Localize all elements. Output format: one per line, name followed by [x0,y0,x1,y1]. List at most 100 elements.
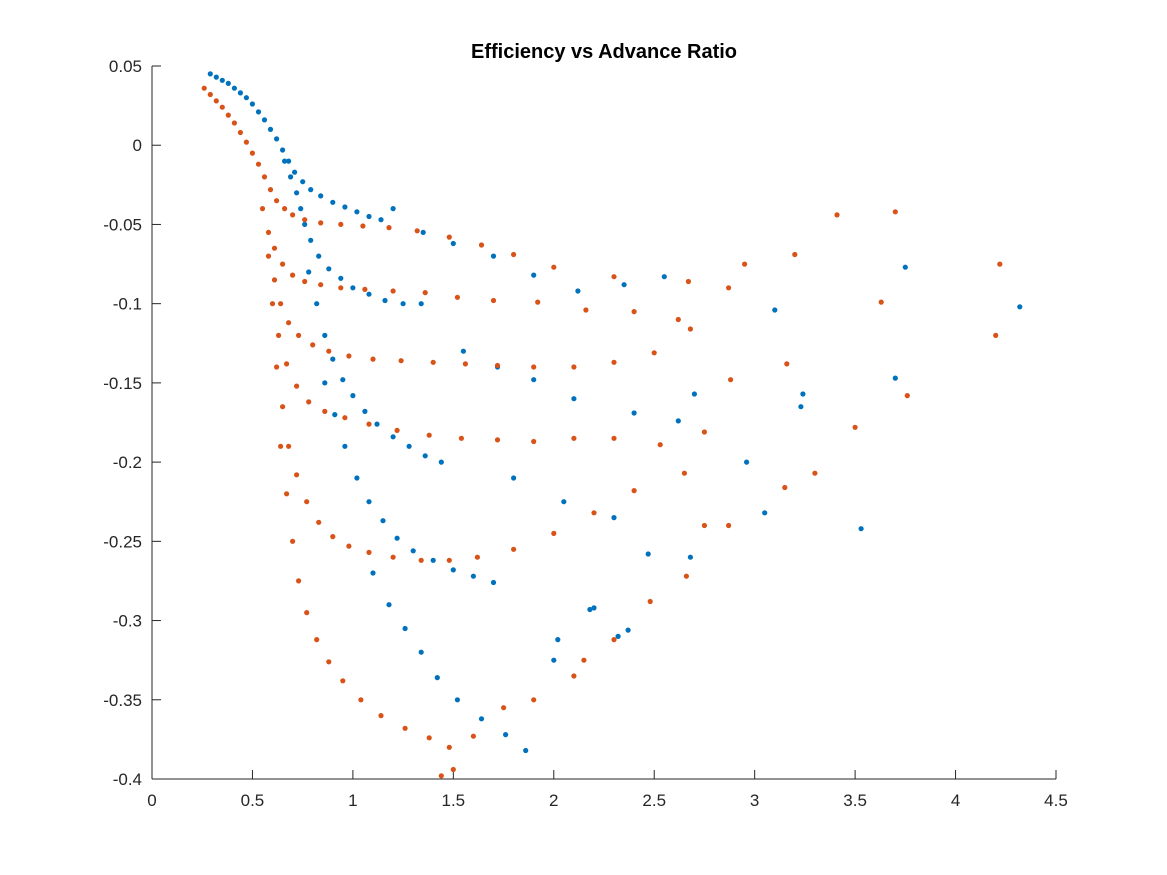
data-point [478,716,485,722]
data-point [685,278,692,285]
data-point [852,424,858,430]
data-point [294,472,300,478]
data-point [993,332,999,338]
data-point [366,499,372,505]
data-point [651,350,657,356]
data-point [271,245,278,251]
data-point [390,206,396,212]
data-point [259,206,266,212]
data-point [237,90,243,96]
data-point [276,332,282,338]
data-point [314,637,320,643]
data-point [454,294,460,300]
data-point [438,459,444,465]
data-point [591,605,597,611]
data-point [390,554,396,560]
data-point [284,361,290,367]
data-point [298,206,304,212]
data-point [225,112,231,118]
x-tick-label: 3.5 [843,791,867,810]
data-point [675,316,681,323]
data-point [267,187,274,193]
data-point [470,573,476,579]
data-point [284,491,290,497]
data-point [380,518,386,524]
data-point [366,421,372,427]
data-point [426,735,432,741]
x-tick-label: 3 [750,791,759,810]
data-point [370,356,376,362]
data-point [798,404,804,410]
data-point [280,147,286,153]
data-point [360,223,366,229]
data-point [310,342,316,348]
data-point [267,126,274,132]
data-point [531,272,537,278]
data-point [243,95,249,101]
data-point [858,526,864,532]
data-point [306,399,312,405]
data-point [474,554,480,560]
data-point [318,220,324,226]
data-point [318,282,324,288]
data-point [611,359,617,365]
data-point [531,377,537,383]
data-point [326,266,332,272]
data-point [201,85,207,91]
data-point [450,766,456,773]
data-point [318,193,324,199]
data-point [462,361,468,367]
data-point [269,301,276,307]
data-point [510,251,517,258]
data-point [575,288,581,294]
data-point [265,253,272,259]
data-point [478,242,485,248]
data-point [531,364,537,370]
data-point [661,274,667,280]
data-point [288,174,294,180]
data-point [374,421,380,427]
data-point [645,551,651,557]
data-point [282,158,288,164]
data-point [501,705,507,711]
y-axis-ticks: 0.05 0 -0.05 -0.1 -0.15 -0.2 -0.25 -0.3 -0.35 -0.… [103,57,161,789]
data-point [583,307,589,313]
data-point [292,169,298,175]
data-point [378,217,384,223]
plot-area [201,71,1023,779]
data-point [531,697,537,703]
data-point [282,206,288,212]
data-point [314,301,320,307]
data-point [390,288,396,294]
data-point [418,301,424,307]
data-point [362,286,368,292]
data-point [219,104,225,110]
data-point [394,427,400,433]
data-point [290,538,296,544]
data-point [265,229,272,235]
x-tick-label: 4 [951,791,960,810]
x-tick-label: 0 [147,791,156,810]
data-point [683,573,690,579]
data-point [294,383,300,389]
x-tick-label: 2 [549,791,558,810]
data-point [446,744,452,750]
x-tick-label: 4.5 [1044,791,1068,810]
y-tick-label: -0.25 [103,532,142,551]
data-point [587,606,593,613]
data-point [611,435,617,441]
data-point [631,488,637,494]
data-point [338,275,344,281]
data-point [378,713,384,719]
data-point [625,627,631,633]
data-point [555,637,561,643]
data-point [591,510,597,516]
data-point [812,470,818,476]
data-point [280,404,286,410]
data-point [286,158,292,164]
data-point [330,199,336,205]
data-point [302,217,308,223]
data-point [249,150,255,156]
x-tick-label: 1.5 [442,791,466,810]
